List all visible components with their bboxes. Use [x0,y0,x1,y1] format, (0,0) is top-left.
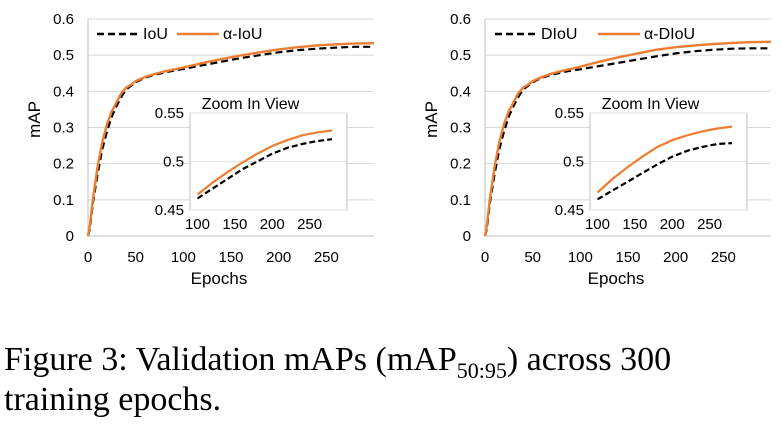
x-tick-label: 150 [615,249,640,266]
x-tick-label: 100 [171,249,196,266]
y-tick-label: 0.5 [53,47,74,64]
x-tick-label: 250 [314,249,339,266]
y-tick-label: 0.1 [53,192,74,209]
inset-title: Zoom In View [602,96,700,113]
inset-y-tick-label: 0.45 [155,202,184,219]
x-tick-label: 100 [568,249,593,266]
legend-label: DIoU [541,26,577,43]
inset-x-tick-label: 200 [260,216,285,233]
y-tick-label: 0.3 [53,120,74,137]
y-tick-label: 0 [463,228,471,245]
inset-x-tick-label: 250 [697,216,722,233]
y-tick-label: 0.6 [53,11,74,28]
x-tick-label: 0 [84,249,92,266]
y-tick-label: 0.6 [450,11,471,28]
y-tick-label: 0.1 [450,192,471,209]
y-tick-label: 0 [66,228,74,245]
y-axis-label: mAP [25,101,44,138]
legend-label: α-IoU [223,26,262,43]
series-line-alpha [483,40,772,237]
y-axis-label: mAP [422,101,441,138]
inset-y-tick-label: 0.5 [563,154,584,171]
inset-series-line [596,142,733,201]
y-tick-label: 0.4 [53,83,74,100]
caption-suffix: ) across 300 training epochs. [4,341,672,418]
inset-series-line [196,129,333,196]
x-tick-label: 200 [663,249,688,266]
x-axis-label: Epochs [588,269,645,288]
inset-series-line [196,138,333,200]
inset-series-line [596,125,733,194]
chart-panel-2: 0 0.1 0.2 0.3 0.4 0.5 0.6 0 50 100 150 200 250 Epochs… [422,11,772,288]
inset-x-tick-label: 250 [297,216,322,233]
inset-y-tick-label: 0.55 [555,105,584,122]
x-axis-label: Epochs [191,269,248,288]
y-tick-label: 0.4 [450,83,471,100]
x-tick-label: 250 [711,249,736,266]
figure-canvas: 0 0.1 0.2 0.3 0.4 0.5 0.6 0 50 100 150 200 250 Epochs… [25,11,772,288]
inset-x-tick-label: 150 [622,216,647,233]
chart-panel-1: 0 0.1 0.2 0.3 0.4 0.5 0.6 0 50 100 150 200 250 Epochs… [25,11,375,288]
y-tick-label: 0.3 [450,120,471,137]
x-tick-label: 0 [481,249,489,266]
inset-x-tick-label: 150 [222,216,247,233]
caption-prefix: Figure 3: Validation mAPs (mAP [4,341,457,378]
legend-label: IoU [143,26,168,43]
inset-y-tick-label: 0.45 [555,202,584,219]
x-tick-label: 50 [524,249,541,266]
y-tick-label: 0.2 [450,156,471,173]
figure-caption: Figure 3: Validation mAPs (mAP50:95) acr… [4,340,780,420]
series-line-alpha [86,42,375,237]
x-tick-label: 200 [266,249,291,266]
x-tick-label: 50 [127,249,144,266]
x-tick-label: 150 [218,249,243,266]
y-tick-label: 0.5 [450,47,471,64]
y-tick-label: 0.2 [53,156,74,173]
inset-y-tick-label: 0.55 [155,105,184,122]
inset-x-tick-label: 200 [660,216,685,233]
inset-x-tick-label: 100 [585,216,610,233]
inset-x-tick-label: 100 [185,216,210,233]
inset-title: Zoom In View [202,96,300,113]
inset-y-tick-label: 0.5 [163,154,184,171]
caption-subscript: 50:95 [456,357,507,383]
legend-label: α-DIoU [644,26,695,43]
